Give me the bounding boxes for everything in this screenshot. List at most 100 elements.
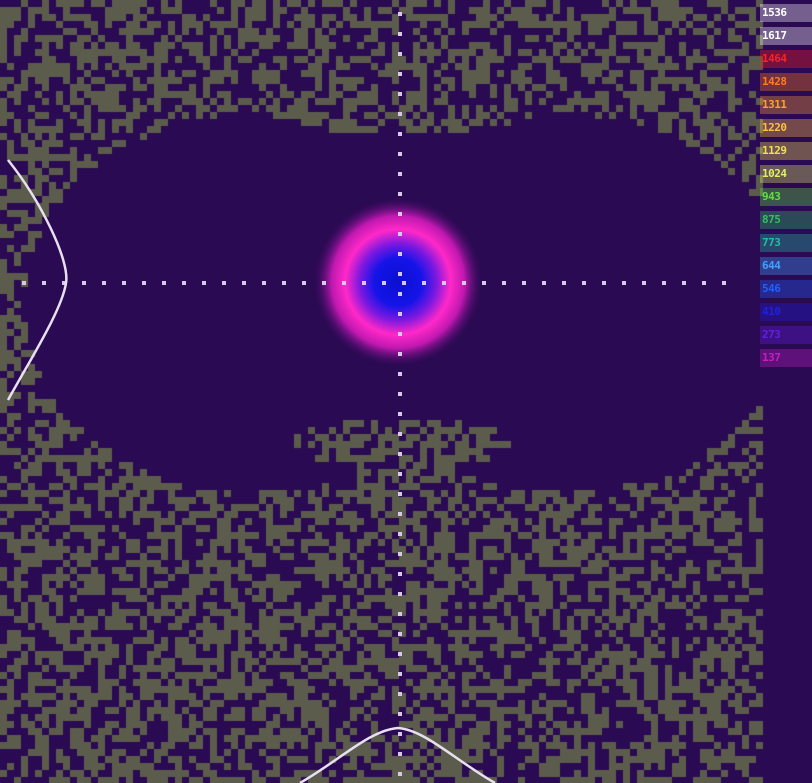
colorbar-swatch: [760, 73, 812, 91]
colorbar-label: 1428: [762, 75, 787, 88]
colorbar-label: 1129: [762, 144, 787, 157]
colorbar-label: 1464: [762, 52, 787, 65]
crosshair-h-dot: [382, 281, 386, 285]
colorbar-swatch: [760, 234, 812, 252]
crosshair-v-dot: [398, 392, 402, 396]
crosshair-v-dot: [398, 112, 402, 116]
crosshair-h-dot: [242, 281, 246, 285]
crosshair-h-dot: [582, 281, 586, 285]
colorbar-swatch: [760, 4, 812, 22]
crosshair-v-dot: [398, 212, 402, 216]
colorbar-label: 273: [762, 328, 781, 341]
colorbar-label: 943: [762, 190, 781, 203]
vertical-profile-curve: [6, 159, 68, 401]
colorbar-swatch: [760, 50, 812, 68]
crosshair-h-dot: [222, 281, 226, 285]
crosshair-v-dot: [398, 272, 402, 276]
crosshair-h-dot: [462, 281, 466, 285]
horizontal-profile-curve: [299, 726, 496, 783]
crosshair-h-dot: [162, 281, 166, 285]
crosshair-v-dot: [398, 572, 402, 576]
crosshair-h-dot: [402, 281, 406, 285]
crosshair-h-dot: [362, 281, 366, 285]
crosshair-v-dot: [398, 372, 402, 376]
colorbar-label: 875: [762, 213, 781, 226]
crosshair-v-dot: [398, 32, 402, 36]
crosshair-h-dot: [302, 281, 306, 285]
crosshair-h-dot: [682, 281, 686, 285]
crosshair-v-dot: [398, 12, 402, 16]
beam-spot: [313, 197, 483, 367]
colorbar-label: 1024: [762, 167, 787, 180]
colorbar-swatch: [760, 257, 812, 275]
colorbar-label: 137: [762, 351, 781, 364]
crosshair-h-dot: [322, 281, 326, 285]
crosshair-v-dot: [398, 672, 402, 676]
crosshair-v-dot: [398, 632, 402, 636]
crosshair-v-dot: [398, 192, 402, 196]
crosshair-v-dot: [398, 472, 402, 476]
crosshair-h-dot: [102, 281, 106, 285]
colorbar-label: 1220: [762, 121, 787, 134]
crosshair-v-dot: [398, 512, 402, 516]
crosshair-v-dot: [398, 312, 402, 316]
colorbar-label: 644: [762, 259, 781, 272]
colorbar-swatch: [760, 165, 812, 183]
crosshair-h-dot: [482, 281, 486, 285]
crosshair-h-dot: [142, 281, 146, 285]
crosshair-h-dot: [282, 281, 286, 285]
colorbar-swatch: [760, 142, 812, 160]
crosshair-h-dot: [262, 281, 266, 285]
crosshair-h-dot: [342, 281, 346, 285]
crosshair-v-dot: [398, 552, 402, 556]
colorbar-swatch: [760, 96, 812, 114]
crosshair-h-dot: [182, 281, 186, 285]
colorbar-label: 773: [762, 236, 781, 249]
crosshair-h-dot: [562, 281, 566, 285]
crosshair-v-dot: [398, 232, 402, 236]
colorbar-swatch: [760, 303, 812, 321]
crosshair-h-dot: [722, 281, 726, 285]
colorbar-swatch: [760, 27, 812, 45]
crosshair-v-dot: [398, 412, 402, 416]
crosshair-v-dot: [398, 292, 402, 296]
colorbar-swatch: [760, 280, 812, 298]
crosshair-v-dot: [398, 692, 402, 696]
crosshair-v-dot: [398, 652, 402, 656]
colorbar-label: 410: [762, 305, 781, 318]
colorbar-legend: 1536 1617 1464 1428 1311 1220 1129 1024 943 875 77…: [760, 0, 812, 400]
crosshair: [22, 12, 726, 776]
colorbar-swatch: [760, 188, 812, 206]
crosshair-v-dot: [398, 432, 402, 436]
crosshair-v-dot: [398, 612, 402, 616]
crosshair-h-dot: [642, 281, 646, 285]
crosshair-h-dot: [602, 281, 606, 285]
crosshair-h-dot: [702, 281, 706, 285]
crosshair-h-dot: [502, 281, 506, 285]
crosshair-v-dot: [398, 772, 402, 776]
colorbar-label: 1617: [762, 29, 787, 42]
crosshair-v-dot: [398, 72, 402, 76]
crosshair-h-dot: [22, 281, 26, 285]
crosshair-v-dot: [398, 532, 402, 536]
crosshair-v-dot: [398, 732, 402, 736]
colorbar-swatch: [760, 119, 812, 137]
colorbar-swatch: [760, 326, 812, 344]
crosshair-h-dot: [442, 281, 446, 285]
crosshair-h-dot: [522, 281, 526, 285]
crosshair-v-dot: [398, 332, 402, 336]
crosshair-v-dot: [398, 752, 402, 756]
crosshair-h-dot: [622, 281, 626, 285]
crosshair-v-dot: [398, 172, 402, 176]
crosshair-v-dot: [398, 352, 402, 356]
crosshair-h-dot: [422, 281, 426, 285]
crosshair-v-dot: [398, 92, 402, 96]
colorbar-label: 1536: [762, 6, 787, 19]
colorbar-label: 546: [762, 282, 781, 295]
crosshair-v-dot: [398, 712, 402, 716]
crosshair-v-dot: [398, 492, 402, 496]
crosshair-h-dot: [62, 281, 66, 285]
